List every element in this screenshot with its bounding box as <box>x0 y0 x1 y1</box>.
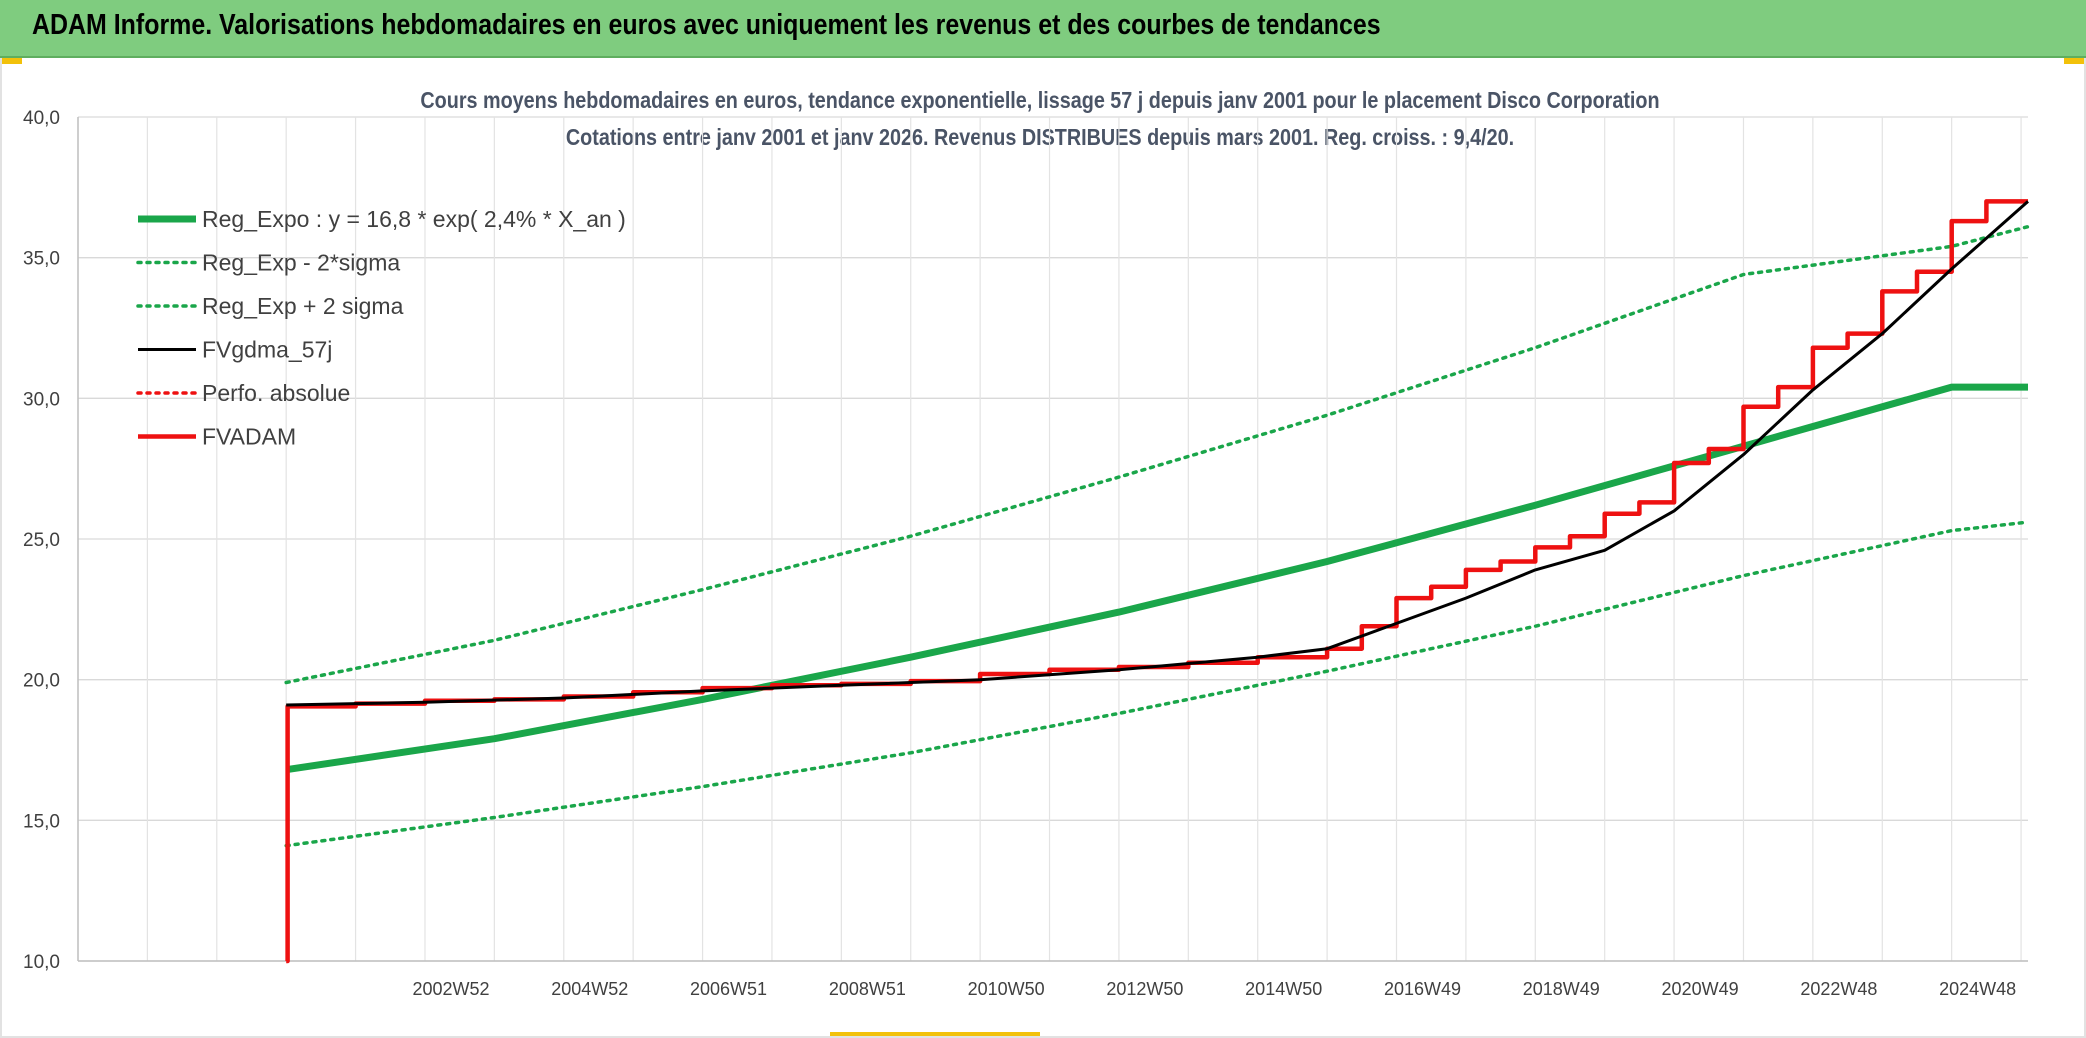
series-line-3 <box>286 200 2029 707</box>
legend-label: FVADAM <box>202 424 296 450</box>
corner-mark-bottom <box>830 1032 1040 1038</box>
legend-label: FVgdma_57j <box>202 337 332 363</box>
series-line-5 <box>285 199 2028 964</box>
x-tick-label: 2014W50 <box>1245 979 1322 999</box>
series-layer <box>284 199 2030 964</box>
corner-mark-top-left <box>0 58 22 64</box>
x-tick-label: 2016W49 <box>1384 979 1461 999</box>
y-tick-label: 30,0 <box>23 389 60 410</box>
x-tick-label: 2006W51 <box>690 979 767 999</box>
y-tick-label: 15,0 <box>23 811 60 832</box>
corner-mark-top-right <box>2064 58 2086 64</box>
chart-subtitle: Cotations entre janv 2001 et janv 2026. … <box>566 125 1514 151</box>
y-tick-label: 10,0 <box>23 952 60 973</box>
series-line-1 <box>284 520 2030 848</box>
x-tick-label: 2012W50 <box>1106 979 1183 999</box>
legend-label: Reg_Exp + 2 sigma <box>202 293 404 319</box>
series-line-0 <box>285 383 2028 774</box>
legend: Reg_Expo : y = 16,8 * exp( 2,4% * X_an )… <box>136 206 626 450</box>
chart-frame <box>0 58 2086 1038</box>
x-tick-label: 2010W50 <box>968 979 1045 999</box>
report-title: ADAM Informe. Valorisations hebdomadaire… <box>32 9 1381 41</box>
x-tick-label: 2018W49 <box>1523 979 1600 999</box>
chart-title: Cours moyens hebdomadaires en euros, ten… <box>420 88 1659 114</box>
legend-label: Reg_Expo : y = 16,8 * exp( 2,4% * X_an ) <box>202 206 626 232</box>
y-tick-label: 35,0 <box>23 249 60 270</box>
legend-label: Reg_Exp - 2*sigma <box>202 250 400 276</box>
series-line-2 <box>284 224 2030 685</box>
report-banner: ADAM Informe. Valorisations hebdomadaire… <box>0 0 2086 58</box>
x-tick-label: 2008W51 <box>829 979 906 999</box>
x-tick-label: 2002W52 <box>412 979 489 999</box>
y-tick-label: 25,0 <box>23 530 60 551</box>
x-tick-label: 2024W48 <box>1939 979 2016 999</box>
y-tick-label: 40,0 <box>23 108 60 129</box>
x-axis: 2002W52 2004W52 2006W51 2008W51 2010W50 2012W… <box>78 960 2028 999</box>
gridlines <box>77 116 2028 962</box>
y-axis: 10,0 15,0 20,0 25,0 30,0 35,0 40,0 <box>23 108 79 973</box>
x-tick-label: 2004W52 <box>551 979 628 999</box>
y-tick-label: 20,0 <box>23 671 60 692</box>
legend-label: Perfo. absolue <box>202 380 350 406</box>
x-tick-label: 2020W49 <box>1662 979 1739 999</box>
x-tick-label: 2022W48 <box>1800 979 1877 999</box>
